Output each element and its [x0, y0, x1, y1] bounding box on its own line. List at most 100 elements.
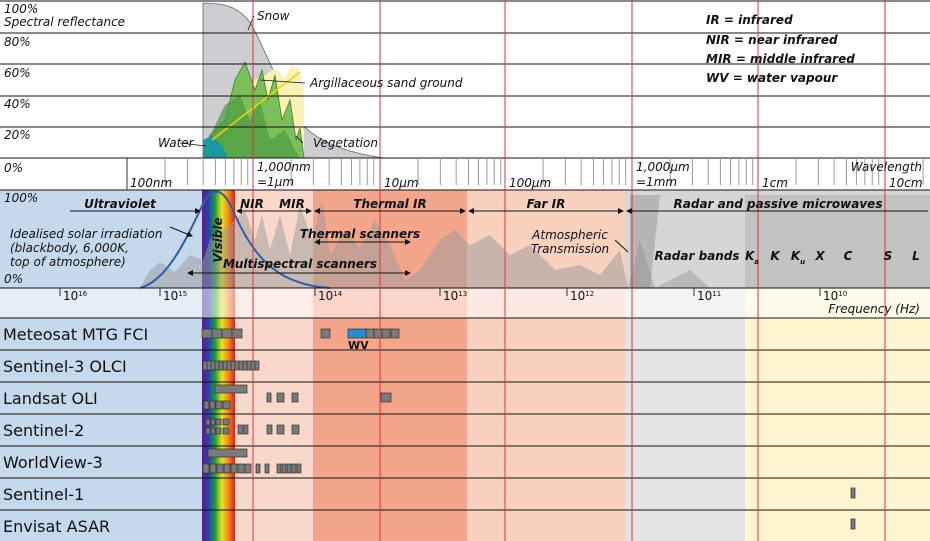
wavelength-label: 100nm [130, 176, 172, 190]
wavelength-title: Wavelength [851, 160, 922, 174]
band-box [215, 400, 223, 410]
band-box [266, 392, 272, 403]
reflectance-tick: 80% [4, 35, 31, 49]
band-tick: 0% [4, 272, 23, 286]
band-box [254, 360, 260, 371]
band-box [215, 418, 222, 426]
band-box [237, 463, 245, 474]
wv-label: WV [348, 339, 369, 352]
band-label: Multispectral scanners [223, 257, 377, 271]
sensor-name: Landsat OLI [3, 389, 98, 408]
sensor-name: Envisat ASAR [3, 517, 110, 536]
band-box [211, 328, 223, 339]
band-box [214, 360, 220, 371]
reflectance-tick: 60% [4, 66, 31, 80]
band-box [296, 463, 302, 474]
band-box [210, 427, 216, 435]
band-box [244, 463, 252, 474]
band-box [226, 360, 232, 371]
frequency-label: 1012 [570, 289, 594, 303]
band-box [238, 360, 244, 371]
wavelength-label: =1mm [636, 175, 677, 189]
legend-entry: WV = water vapour [706, 71, 838, 85]
legend-entry: IR = infrared [706, 13, 793, 27]
band-box [291, 392, 299, 403]
band-box [203, 400, 210, 410]
band-box [291, 424, 300, 435]
band-box [381, 328, 391, 339]
band-box [276, 424, 285, 435]
band-box [320, 328, 331, 339]
band-box [242, 360, 248, 371]
band-box [264, 463, 270, 474]
curve-label: Snow [257, 9, 290, 23]
band-label: MIR [279, 197, 305, 211]
band-box [237, 424, 244, 435]
band-box [250, 360, 256, 371]
wavelength-label: 1cm [762, 176, 788, 190]
band-box [206, 360, 212, 371]
wavelength-label: 1,000nm [257, 160, 311, 174]
transmission-label: Atmospheric [531, 228, 608, 242]
band-box [230, 463, 238, 474]
radar-band-letter: C [844, 249, 853, 263]
band-box [214, 384, 248, 394]
curve-label: Water [158, 136, 195, 150]
band-box [850, 518, 856, 530]
radar-band-letter: L [912, 249, 920, 263]
band-box [234, 360, 240, 371]
reflectance-tick: 40% [4, 97, 31, 111]
band-label: Ultraviolet [84, 197, 157, 211]
frequency-label: 1010 [823, 289, 847, 303]
frequency-label: 1015 [163, 289, 187, 303]
wavelength-label: 10μm [384, 176, 419, 190]
reflectance-tick: 100% [4, 2, 38, 16]
wavelength-label: 10cm [889, 176, 923, 190]
band-box [202, 360, 208, 371]
reflectance-tick: 0% [4, 161, 23, 175]
band-box [222, 418, 230, 426]
band-box [347, 328, 367, 339]
band-box [205, 427, 211, 435]
band-label: NIR [240, 197, 264, 211]
band-box [286, 463, 292, 474]
band-box [218, 360, 224, 371]
reflectance-title: Spectral reflectance [4, 15, 125, 29]
frequency-label: 1011 [697, 289, 721, 303]
radar-band-letter: X [814, 249, 825, 263]
band-box [243, 424, 249, 435]
band-box [281, 463, 287, 474]
band-box [205, 418, 211, 426]
band-box [276, 392, 285, 403]
labels: 100% Spectral reflectance 80% 60% 40% 20… [3, 2, 923, 536]
band-box [373, 328, 383, 339]
reflectance-tick: 20% [4, 128, 31, 142]
wavelength-label: =1μm [257, 175, 294, 189]
band-label: Thermal scanners [300, 227, 420, 241]
band-box [210, 360, 216, 371]
frequency-label: 1013 [443, 289, 467, 303]
band-box [230, 360, 236, 371]
band-box [221, 328, 233, 339]
band-box [850, 487, 856, 499]
band-box [222, 400, 231, 410]
band-box [231, 328, 243, 339]
curve-label: Vegetation [313, 136, 378, 150]
solar-label: Idealised solar irradiation [10, 227, 163, 241]
band-tick: 100% [4, 191, 38, 205]
sensor-name: Sentinel-3 OLCI [3, 357, 127, 376]
solar-label: top of atmosphere) [10, 255, 126, 269]
transmission-silhouette [140, 195, 930, 288]
band-box [209, 463, 217, 474]
frequency-label: 1014 [318, 289, 343, 303]
band-box [216, 463, 224, 474]
wavelength-label: 100μm [509, 176, 551, 190]
band-box [215, 427, 222, 435]
frequency-label: 1016 [63, 289, 88, 303]
radar-band-letter: K [770, 249, 781, 263]
radar-band-letter: Ka [745, 249, 759, 266]
legend-entry: NIR = near infrared [706, 33, 838, 47]
wavelength-label: 1,000μm [636, 160, 690, 174]
sensor-bands [201, 328, 856, 530]
